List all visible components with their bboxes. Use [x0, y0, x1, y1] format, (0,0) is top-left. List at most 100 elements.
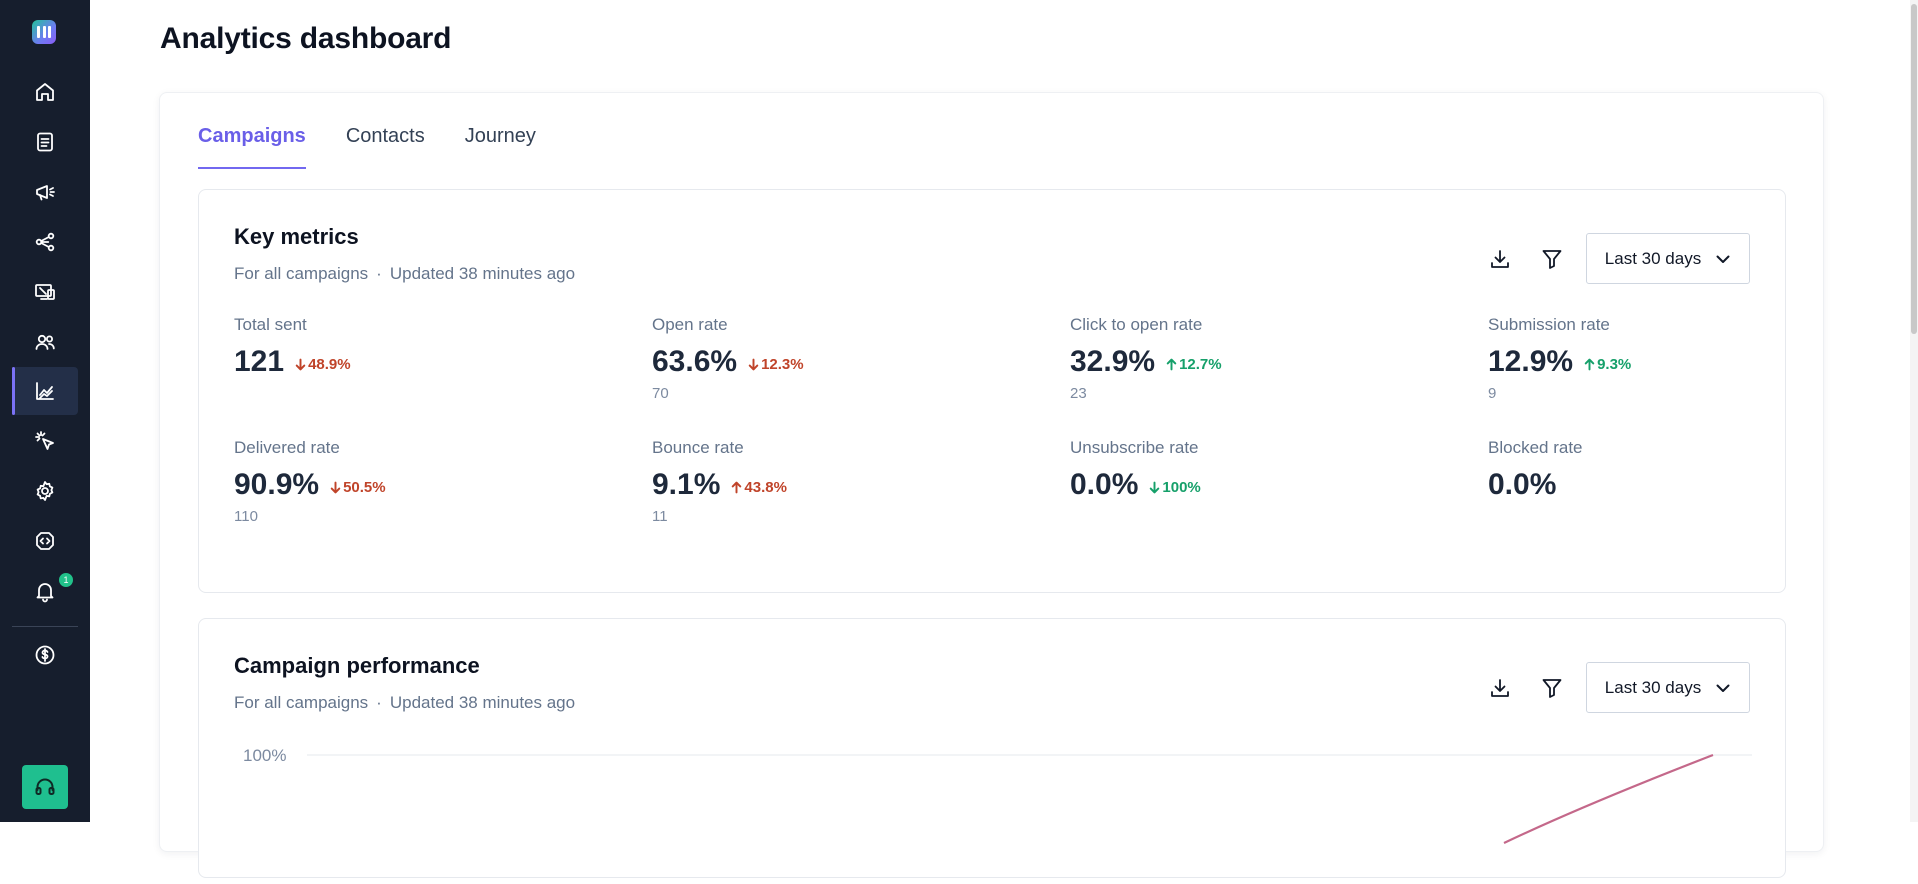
metric-trend: 9.3% — [1583, 356, 1631, 373]
megaphone-icon — [36, 185, 55, 201]
scrollbar-thumb[interactable] — [1911, 4, 1917, 334]
support-button[interactable] — [22, 765, 68, 809]
metric-count: 70 — [652, 385, 669, 402]
arrow-down-icon — [1150, 481, 1160, 494]
download-button[interactable] — [1482, 241, 1518, 277]
metric-number: 9.1% — [652, 468, 721, 501]
metric-click-to-open-rate: Click to open rate 32.9% 12.7% 23 — [1070, 315, 1450, 402]
campaign-performance-subtitle: For all campaigns · Updated 38 minutes ago — [234, 693, 575, 713]
trend-value: 100% — [1162, 479, 1201, 496]
trend-value: 9.3% — [1597, 356, 1632, 373]
metric-value: 0.0% 100% — [1070, 468, 1450, 502]
trend-value: 12.7% — [1179, 356, 1222, 373]
tab-campaigns[interactable]: Campaigns — [198, 125, 306, 169]
metric-label: Blocked rate — [1488, 438, 1583, 457]
sidebar-item-notifications[interactable]: 1 — [12, 567, 78, 615]
download-icon — [1491, 249, 1509, 268]
sidebar-item-landing-pages[interactable] — [12, 268, 78, 316]
metric-trend: 100% — [1148, 479, 1201, 496]
cursor-click-icon — [35, 431, 54, 450]
date-range-select[interactable]: Last 30 days — [1586, 662, 1750, 713]
metric-value: 12.9% 9.3% — [1488, 345, 1868, 379]
metric-label: Delivered rate — [234, 438, 340, 457]
sidebar-item-home[interactable] — [12, 68, 78, 116]
metric-number: 0.0% — [1070, 468, 1139, 501]
filter-icon — [1542, 249, 1562, 269]
filter-button[interactable] — [1534, 670, 1570, 706]
sidebar-item-developer[interactable] — [12, 517, 78, 565]
date-range-select[interactable]: Last 30 days — [1586, 233, 1750, 284]
campaign-performance-card: Campaign performance For all campaigns · U… — [198, 618, 1786, 878]
metric-value: 90.9% 50.5% — [234, 468, 614, 502]
download-icon — [1491, 678, 1509, 697]
sidebar-item-tracking[interactable] — [12, 417, 78, 465]
arrow-up-icon — [1584, 358, 1595, 371]
metric-delivered-rate: Delivered rate 90.9% 50.5% 110 — [234, 438, 614, 525]
y-tick-label: 100% — [243, 746, 286, 765]
metric-open-rate: Open rate 63.6% 12.3% 70 — [652, 315, 1032, 402]
metric-count: 11 — [652, 508, 668, 525]
metric-label: Unsubscribe rate — [1070, 438, 1199, 457]
notification-badge: 1 — [57, 571, 75, 589]
series-line — [1503, 753, 1714, 844]
sidebar-item-automation[interactable] — [12, 218, 78, 266]
download-button[interactable] — [1482, 670, 1518, 706]
separator-dot: · — [376, 693, 382, 712]
sidebar-item-lists[interactable] — [12, 118, 78, 166]
app-logo[interactable] — [32, 20, 56, 44]
headphones-icon — [35, 778, 55, 795]
trend-value: 12.3% — [761, 356, 804, 373]
metric-count: 23 — [1070, 385, 1087, 402]
sidebar-item-campaigns[interactable] — [12, 168, 78, 216]
key-metrics-card: Key metrics For all campaigns · Updated 38… — [198, 189, 1786, 593]
metric-value: 0.0% — [1488, 468, 1868, 502]
metric-label: Submission rate — [1488, 315, 1610, 334]
campaign-performance-actions: Last 30 days — [1482, 662, 1750, 713]
metric-blocked-rate: Blocked rate 0.0% — [1488, 438, 1868, 502]
dashboard-tabs: Campaigns Contacts Journey — [198, 125, 576, 169]
trend-value: 48.9% — [308, 356, 351, 373]
metric-number: 121 — [234, 345, 285, 378]
home-icon — [36, 83, 54, 101]
metric-value: 63.6% 12.3% — [652, 345, 1032, 379]
tab-journey[interactable]: Journey — [464, 125, 536, 147]
devices-icon — [35, 284, 55, 300]
arrow-up-icon — [732, 481, 742, 494]
sidebar-item-billing[interactable] — [12, 631, 78, 679]
sidebar-item-settings[interactable] — [12, 467, 78, 515]
list-icon — [37, 132, 53, 152]
key-metrics-title: Key metrics — [234, 224, 359, 249]
users-icon — [35, 334, 55, 350]
metric-submission-rate: Submission rate 12.9% 9.3% 9 — [1488, 315, 1868, 402]
campaign-performance-chart: 100% — [234, 739, 1752, 879]
metric-label: Total sent — [234, 315, 307, 334]
chevron-down-icon — [1716, 684, 1730, 692]
sidebar-divider — [12, 626, 78, 627]
separator-dot: · — [376, 264, 382, 283]
metric-label: Open rate — [652, 315, 728, 334]
arrow-down-icon — [295, 358, 306, 371]
sidebar-item-contacts[interactable] — [12, 318, 78, 366]
tab-contacts[interactable]: Contacts — [345, 125, 425, 147]
sidebar-item-analytics[interactable] — [12, 367, 78, 415]
date-range-value: Last 30 days — [1604, 248, 1702, 268]
key-metrics-actions: Last 30 days — [1482, 233, 1750, 284]
metric-value: 121 48.9% — [234, 345, 614, 379]
filter-button[interactable] — [1534, 241, 1570, 277]
chart-icon — [36, 382, 54, 400]
page-scrollbar[interactable] — [1910, 0, 1918, 822]
metric-number: 32.9% — [1070, 345, 1156, 378]
metric-trend: 43.8% — [730, 479, 787, 496]
bell-icon — [36, 583, 54, 603]
updated-text: Updated 38 minutes ago — [389, 693, 576, 712]
share-nodes-icon — [35, 232, 55, 252]
metric-number: 12.9% — [1488, 345, 1574, 378]
metric-trend: 50.5% — [329, 479, 386, 496]
scope-text: For all campaigns — [234, 264, 369, 283]
metric-unsubscribe-rate: Unsubscribe rate 0.0% 100% — [1070, 438, 1450, 502]
page-title: Analytics dashboard — [160, 22, 452, 55]
arrow-down-icon — [748, 358, 759, 371]
metric-value: 9.1% 43.8% — [652, 468, 1032, 502]
date-range-value: Last 30 days — [1604, 677, 1702, 697]
scope-text: For all campaigns — [234, 693, 369, 712]
